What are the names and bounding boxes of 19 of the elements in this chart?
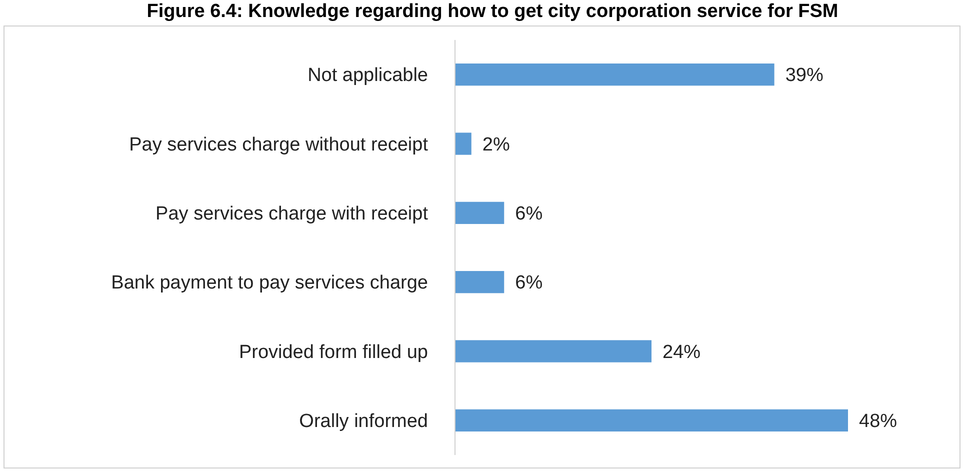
y-tick-label: Not applicable [308,65,428,86]
bar [455,340,652,362]
data-label: 6% [515,204,543,225]
data-label: 2% [482,134,510,156]
bar [455,409,848,432]
bar [455,64,774,86]
data-label: 48% [859,411,898,432]
data-label: 39% [785,65,824,86]
bar [455,271,504,294]
y-tick-label: Orally informed [299,411,428,432]
y-tick-label: Pay services charge without receipt [129,134,429,156]
y-tick-label: Bank payment to pay services charge [111,272,428,294]
bar [455,202,504,224]
data-label: 24% [662,342,701,363]
bar [455,132,472,155]
y-tick-label: Pay services charge with receipt [156,204,429,225]
chart-title: Figure 6.4: Knowledge regarding how to get city corporation service for FSM [146,1,838,22]
data-label: 6% [515,272,543,294]
y-tick-label: Provided form filled up [238,342,428,363]
